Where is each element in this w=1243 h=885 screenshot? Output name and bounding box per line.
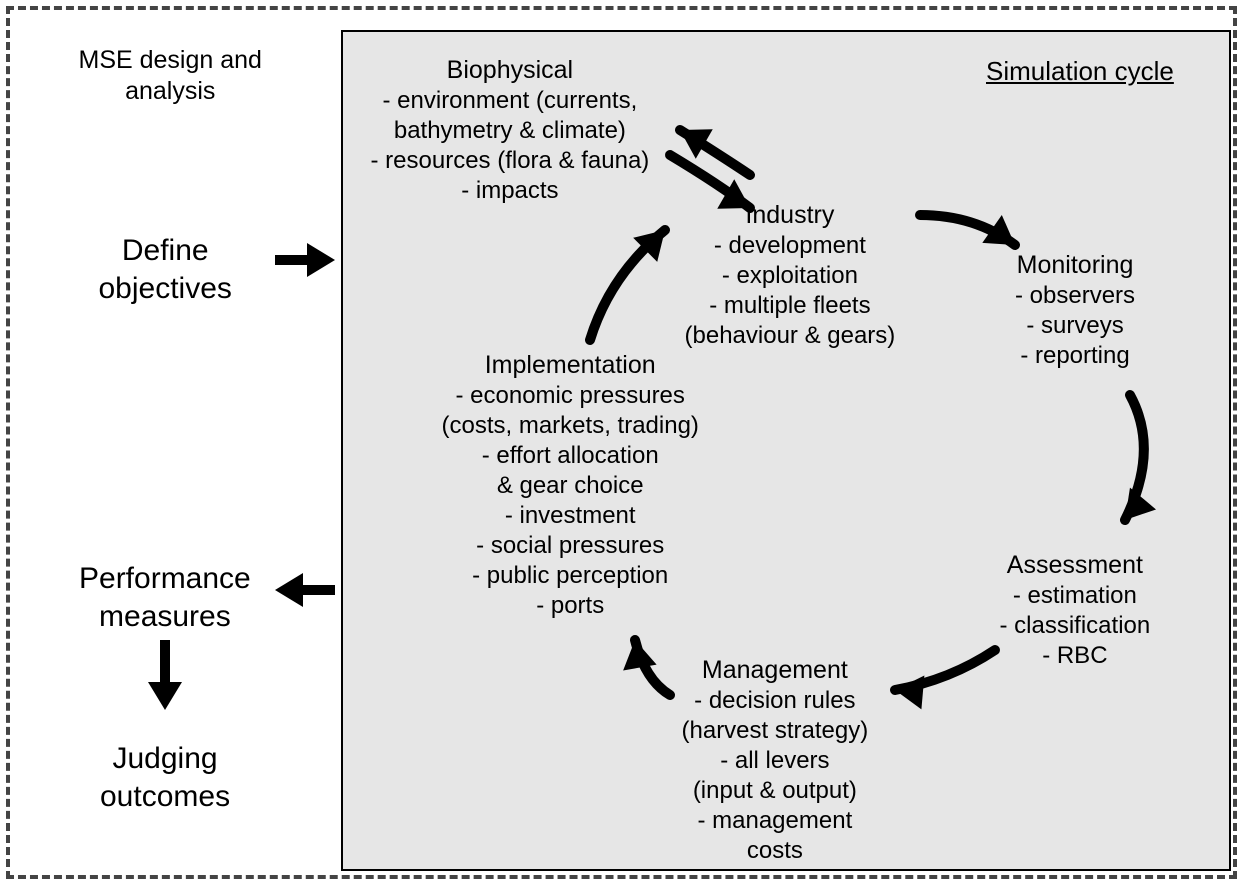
simulation-cycle-title: Simulation cycle (986, 55, 1174, 88)
node-management-line-4: - management (682, 806, 869, 836)
node-monitoring-line-1: - surveys (1015, 311, 1135, 341)
node-management-line-2: - all levers (682, 746, 869, 776)
node-implementation-line-6: - public perception (442, 561, 699, 591)
node-assessment-line-0: - estimation (1000, 581, 1151, 611)
node-industry: Industry- development- exploitation- mul… (685, 200, 896, 351)
left-label-define-objectives: Defineobjectives (99, 232, 232, 307)
mse-design-title: MSE design andanalysis (79, 45, 262, 108)
diagram-canvas: MSE design andanalysis Simulation cycle De… (0, 0, 1243, 885)
node-assessment: Assessment- estimation- classification- … (1000, 550, 1151, 671)
node-assessment-line-1: - classification (1000, 611, 1151, 641)
left-label-performance-measures-line-1: measures (79, 598, 251, 636)
node-monitoring-title: Monitoring (1015, 250, 1135, 281)
node-industry-title: Industry (685, 200, 896, 231)
left-label-define-objectives-line-1: objectives (99, 270, 232, 308)
left-label-performance-measures: Performancemeasures (79, 560, 251, 635)
mse-design-title-line-1: analysis (79, 76, 262, 107)
simulation-cycle-title-line-0: Simulation cycle (986, 55, 1174, 88)
node-assessment-line-2: - RBC (1000, 641, 1151, 671)
node-monitoring: Monitoring- observers- surveys- reportin… (1015, 250, 1135, 371)
node-implementation-title: Implementation (442, 350, 699, 381)
left-label-performance-measures-line-0: Performance (79, 560, 251, 598)
node-biophysical-line-3: - impacts (371, 176, 650, 206)
node-monitoring-line-0: - observers (1015, 281, 1135, 311)
node-implementation-line-7: - ports (442, 591, 699, 621)
node-management: Management- decision rules(harvest strat… (682, 655, 869, 866)
node-monitoring-line-2: - reporting (1015, 341, 1135, 371)
node-biophysical-line-0: - environment (currents, (371, 86, 650, 116)
node-implementation-line-4: - investment (442, 501, 699, 531)
node-industry-line-3: (behaviour & gears) (685, 321, 896, 351)
left-label-judging-outcomes-line-0: Judging (100, 740, 230, 778)
node-biophysical-line-2: - resources (flora & fauna) (371, 146, 650, 176)
node-management-line-5: costs (682, 836, 869, 866)
mse-design-title-line-0: MSE design and (79, 45, 262, 76)
node-biophysical-line-1: bathymetry & climate) (371, 116, 650, 146)
left-label-judging-outcomes: Judgingoutcomes (100, 740, 230, 815)
node-industry-line-1: - exploitation (685, 261, 896, 291)
left-label-judging-outcomes-line-1: outcomes (100, 778, 230, 816)
node-implementation-line-0: - economic pressures (442, 381, 699, 411)
node-management-title: Management (682, 655, 869, 686)
node-implementation-line-1: (costs, markets, trading) (442, 411, 699, 441)
node-implementation-line-2: - effort allocation (442, 441, 699, 471)
node-biophysical-title: Biophysical (371, 55, 650, 86)
node-implementation-line-5: - social pressures (442, 531, 699, 561)
node-management-line-0: - decision rules (682, 686, 869, 716)
node-implementation-line-3: & gear choice (442, 471, 699, 501)
left-label-define-objectives-line-0: Define (99, 232, 232, 270)
node-management-line-3: (input & output) (682, 776, 869, 806)
node-implementation: Implementation- economic pressures(costs… (442, 350, 699, 621)
node-management-line-1: (harvest strategy) (682, 716, 869, 746)
node-industry-line-0: - development (685, 231, 896, 261)
node-biophysical: Biophysical- environment (currents,bathy… (371, 55, 650, 206)
node-assessment-title: Assessment (1000, 550, 1151, 581)
node-industry-line-2: - multiple fleets (685, 291, 896, 321)
